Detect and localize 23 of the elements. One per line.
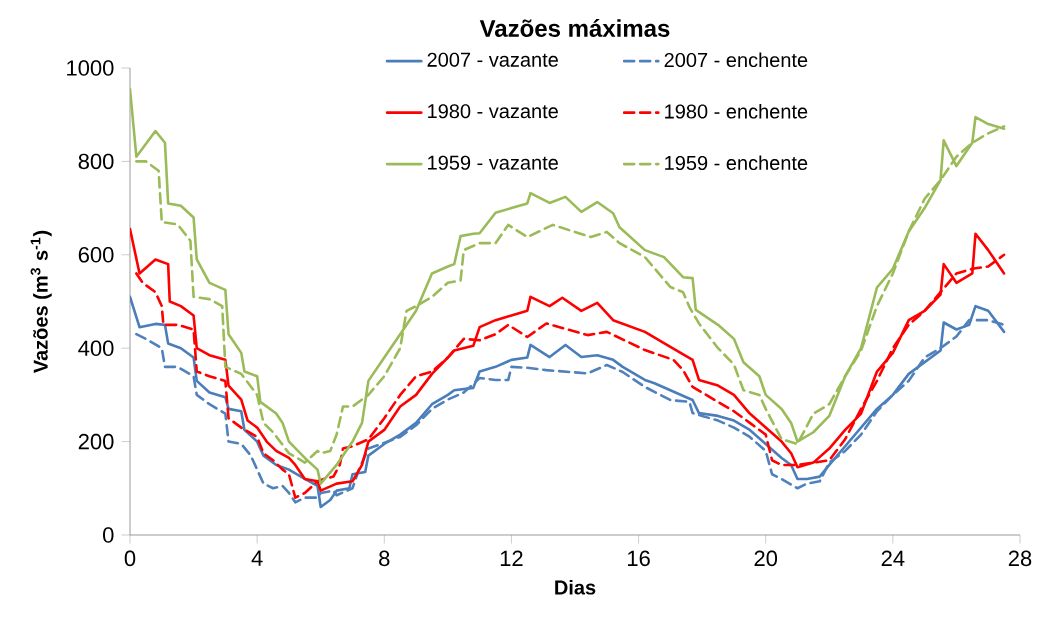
y-tick-label: 400 — [78, 340, 114, 356]
legend-label: 1959 - enchente — [665, 155, 808, 171]
legend-label: 2007 - vazante — [427, 52, 558, 67]
chart-title: Vazões máximas — [479, 19, 670, 37]
legend-label: 2007 - enchente — [664, 52, 808, 68]
y-tick-label: 200 — [78, 433, 114, 450]
legend-label: 1959 - vazante — [428, 155, 558, 170]
x-tick-label: 28 — [1008, 550, 1032, 567]
x-tick-label: 24 — [881, 550, 905, 566]
legend-label: 1980 - vazante — [428, 104, 558, 119]
y-tick-label: 800 — [78, 153, 114, 170]
x-tick-label: 4 — [251, 550, 263, 566]
x-tick-label: 8 — [379, 550, 390, 567]
y-tick-label: 0 — [103, 527, 114, 543]
x-tick-label: 0 — [124, 550, 136, 567]
x-tick-label: 16 — [627, 550, 650, 567]
x-axis-title: Dias — [555, 579, 596, 595]
y-axis-title: Vazões (m$^{3}$ s$^{-1}$) — [30, 230, 52, 374]
legend-label: 1980 - enchente — [665, 103, 808, 119]
y-tick-label: 600 — [78, 247, 114, 263]
x-tick-label: 12 — [500, 550, 523, 566]
y-tick-label: 1000 — [67, 60, 114, 76]
x-tick-label: 20 — [754, 550, 778, 567]
